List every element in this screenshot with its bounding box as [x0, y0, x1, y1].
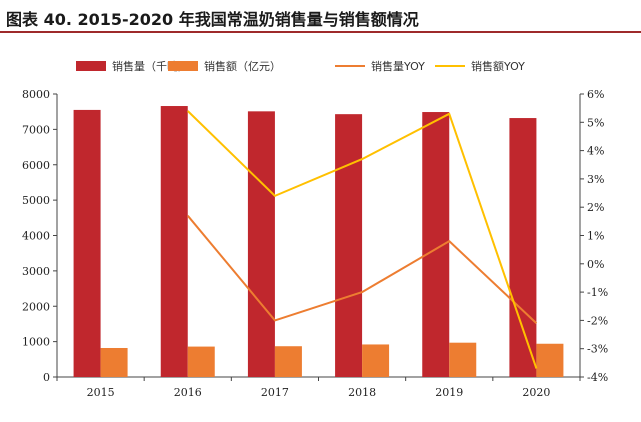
legend-label: 销售量YOY — [371, 59, 425, 73]
y-right-tick-label: -2% — [587, 314, 608, 327]
y-right-tick-label: 5% — [587, 116, 604, 129]
y-right-tick-label: -3% — [587, 343, 608, 356]
x-tick-label: 2017 — [261, 386, 289, 399]
legend-swatch — [76, 61, 106, 71]
sales-bar — [187, 346, 215, 377]
y-left-tick-label: 5000 — [22, 194, 50, 207]
y-right-tick-label: -4% — [587, 371, 608, 384]
x-tick-label: 2015 — [87, 386, 115, 399]
chart-title-bar: 图表 40. 2015-2020 年我国常温奶销售量与销售额情况 — [0, 0, 641, 34]
x-tick-label: 2020 — [522, 386, 550, 399]
x-tick-label: 2018 — [348, 386, 376, 399]
y-left-tick-label: 8000 — [22, 88, 50, 101]
legend-swatch — [168, 61, 198, 71]
y-left-tick-label: 3000 — [22, 265, 50, 278]
sales-bar — [536, 343, 564, 377]
x-tick-label: 2019 — [435, 386, 463, 399]
sales-bar — [362, 344, 390, 377]
y-left-tick-label: 6000 — [22, 159, 50, 172]
legend-label: 销售额YOY — [471, 59, 525, 73]
volume-bar — [160, 106, 188, 377]
y-left-tick-label: 1000 — [22, 336, 50, 349]
chart-title: 图表 40. 2015-2020 年我国常温奶销售量与销售额情况 — [6, 10, 419, 29]
legend-label: 销售额（亿元） — [204, 59, 281, 73]
sales-bar — [449, 342, 477, 377]
x-tick-label: 2016 — [174, 386, 202, 399]
sales-yoy-line — [187, 110, 538, 369]
y-right-tick-label: -1% — [587, 286, 608, 299]
y-left-tick-label: 0 — [43, 371, 50, 384]
y-left-tick-label: 4000 — [22, 230, 50, 243]
volume-yoy-line — [186, 215, 538, 324]
volume-bar — [509, 118, 537, 378]
sales-bar — [100, 347, 128, 377]
y-left-tick-label: 7000 — [22, 123, 50, 136]
volume-bar — [247, 111, 275, 378]
y-right-tick-label: 3% — [587, 173, 604, 186]
y-right-tick-label: 2% — [587, 201, 604, 214]
y-right-tick-label: 6% — [587, 88, 604, 101]
y-right-tick-label: 0% — [587, 258, 604, 271]
y-right-tick-label: 1% — [587, 230, 604, 243]
y-right-tick-label: 4% — [587, 145, 604, 158]
volume-bar — [335, 114, 363, 377]
y-left-tick-label: 2000 — [22, 300, 50, 313]
sales-bar — [274, 346, 302, 377]
title-divider — [0, 31, 641, 33]
volume-bar — [73, 109, 101, 377]
